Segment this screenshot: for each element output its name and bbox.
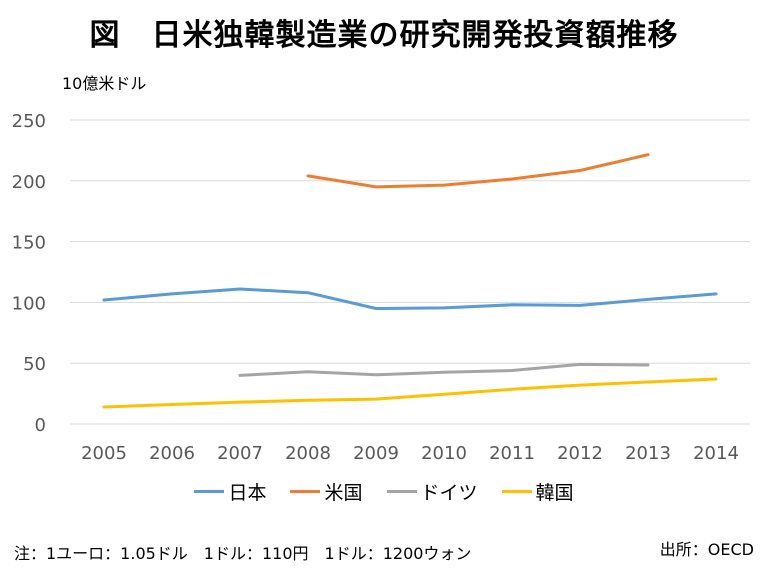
x-tick-label: 2012 — [557, 443, 603, 464]
y-tick-label: 200 — [12, 172, 46, 193]
series-line-韓国 — [102, 377, 718, 409]
series-line-日本 — [102, 287, 718, 310]
x-tick-label: 2007 — [217, 443, 263, 464]
x-tick-label: 2006 — [149, 443, 195, 464]
legend: 日本 米国 ドイツ 韓国 — [0, 478, 768, 505]
y-tick-label: 150 — [12, 233, 46, 254]
x-axis-ticks: 2005 2006 2007 2008 2009 2010 2011 2012 2013 2014 — [81, 443, 739, 464]
legend-swatch — [194, 490, 225, 493]
legend-label: 米国 — [324, 482, 363, 504]
x-tick-label: 2009 — [353, 443, 399, 464]
source-label: 出所：OECD — [659, 540, 754, 559]
legend-swatch — [386, 490, 417, 493]
legend-swatch — [501, 490, 532, 493]
legend-swatch — [290, 490, 321, 493]
y-tick-label: 100 — [12, 293, 46, 314]
footnote: 注：1ユーロ：1.05ドル 1ドル：110円 1ドル：1200ウォン — [14, 544, 472, 563]
x-tick-label: 2013 — [625, 443, 671, 464]
legend-label: ドイツ — [420, 482, 478, 504]
y-axis-unit-label: 10億米ドル — [62, 74, 147, 93]
legend-item: 米国 — [290, 478, 363, 505]
legend-item: ドイツ — [386, 478, 478, 505]
series-lines — [102, 153, 718, 409]
legend-label: 日本 — [228, 482, 267, 504]
legend-item: 韓国 — [501, 478, 574, 505]
x-tick-label: 2010 — [421, 443, 467, 464]
x-tick-label: 2011 — [489, 443, 535, 464]
legend-label: 韓国 — [535, 482, 574, 504]
y-tick-label: 50 — [23, 354, 46, 375]
y-tick-label: 0 — [35, 415, 46, 436]
legend-item: 日本 — [194, 478, 266, 505]
chart-title: 図 日米独韓製造業の研究開発投資額推移 — [89, 18, 679, 53]
gridlines — [70, 119, 750, 425]
x-tick-label: 2008 — [285, 443, 331, 464]
series-line-米国 — [306, 153, 650, 189]
y-tick-label: 250 — [12, 111, 46, 132]
y-axis-ticks: 0 50 100 150 200 250 — [12, 111, 46, 436]
line-chart: 0 50 100 150 200 250 2005 2006 2007 2008 2009 2010… — [12, 111, 750, 464]
x-tick-label: 2005 — [81, 443, 127, 464]
x-tick-label: 2014 — [693, 443, 739, 464]
series-line-ドイツ — [238, 362, 650, 377]
